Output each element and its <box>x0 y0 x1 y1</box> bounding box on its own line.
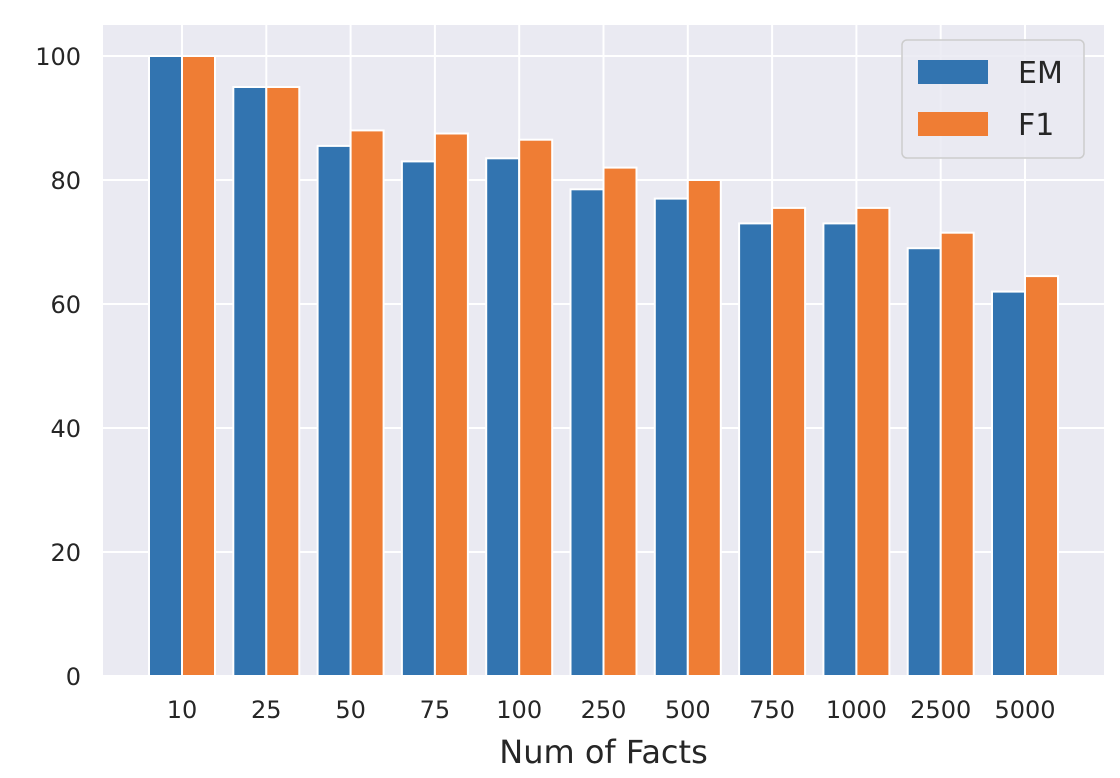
x-axis-ticks: 10 25 50 75 100 250 500 750 1000 2500 5000 <box>167 696 1056 724</box>
y-axis-ticks: 0 20 40 60 80 100 <box>35 43 81 691</box>
x-tick-label: 1000 <box>826 696 887 724</box>
bar-em-25 <box>232 86 268 677</box>
x-tick-label: 500 <box>665 696 711 724</box>
bar-em-50 <box>316 144 352 677</box>
y-tick-label: 80 <box>50 167 81 195</box>
bar-em-500 <box>653 197 689 677</box>
x-tick-label: 5000 <box>994 696 1055 724</box>
legend-label-f1: F1 <box>1018 108 1054 143</box>
x-tick-label: 2500 <box>910 696 971 724</box>
bar-em-5000 <box>991 290 1026 677</box>
legend: EM F1 <box>901 39 1085 159</box>
x-axis-label: Num of Facts <box>499 733 707 771</box>
bars <box>148 55 1059 678</box>
legend-swatch-f1 <box>918 112 988 136</box>
bar-f1-750 <box>771 206 807 677</box>
y-tick-label: 60 <box>50 291 81 319</box>
bar-f1-100 <box>518 138 554 677</box>
x-tick-label: 750 <box>749 696 795 724</box>
x-tick-label: 50 <box>335 696 366 724</box>
y-tick-label: 100 <box>35 43 81 71</box>
legend-label-em: EM <box>1018 56 1063 91</box>
x-tick-label: 250 <box>581 696 627 724</box>
bar-f1-75 <box>433 132 469 677</box>
y-tick-label: 40 <box>50 415 81 443</box>
x-tick-label: 25 <box>251 696 282 724</box>
bar-em-75 <box>400 160 436 677</box>
bar-f1-500 <box>686 179 722 677</box>
legend-swatch-em <box>918 60 988 84</box>
x-tick-label: 75 <box>420 696 451 724</box>
y-tick-label: 20 <box>50 539 81 567</box>
bar-f1-5000 <box>1024 275 1059 677</box>
bar-f1-2500 <box>939 231 975 677</box>
bar-em-2500 <box>906 247 942 677</box>
bar-f1-250 <box>602 166 638 677</box>
bar-f1-25 <box>265 86 301 677</box>
bar-em-10 <box>148 55 183 677</box>
bar-em-100 <box>485 157 521 678</box>
bar-f1-1000 <box>855 206 891 677</box>
bar-f1-50 <box>349 129 385 677</box>
bar-em-1000 <box>822 222 858 677</box>
bar-em-250 <box>569 188 605 678</box>
x-tick-label: 10 <box>167 696 198 724</box>
bar-em-750 <box>738 222 774 677</box>
x-tick-label: 100 <box>496 696 542 724</box>
y-tick-label: 0 <box>66 663 81 691</box>
bar-f1-10 <box>181 55 216 677</box>
